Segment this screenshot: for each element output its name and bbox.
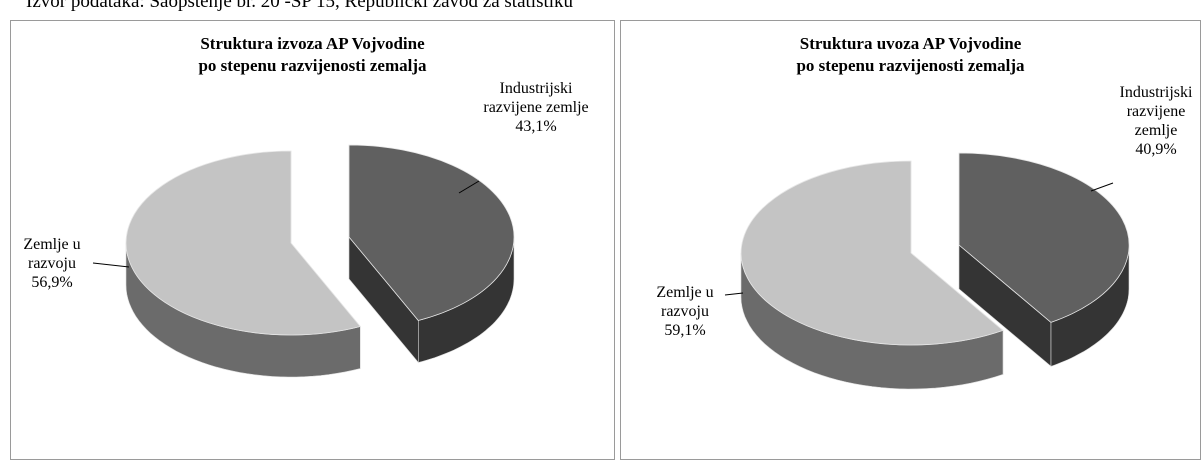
leader-line	[458, 180, 480, 194]
pie-chart	[724, 152, 1130, 390]
chart-subtitle: po stepenu razvijenosti zemalja	[198, 56, 427, 75]
slice	[348, 144, 515, 321]
slice-category: Industrijski razvijene zemlje	[1119, 84, 1193, 139]
slice	[740, 160, 1004, 346]
chart-panel: Struktura uvoza AP Vojvodine po stepenu r…	[620, 20, 1201, 460]
slice	[125, 150, 362, 336]
slice	[958, 152, 1130, 323]
chart-title-block: Struktura izvoza AP Vojvodine po stepenu …	[11, 33, 614, 77]
page: Izvor podataka: Saopštenje br. 20 -SP 15…	[10, 0, 1201, 460]
leader-line	[724, 292, 744, 296]
pie-chart	[92, 144, 515, 378]
slice-value-label: 40,9%	[1135, 141, 1177, 158]
slice-category: Zemlje u razvoju	[656, 284, 714, 320]
leader-line	[92, 262, 130, 268]
slice-label: Industrijski razvijene zemlje 43,1%	[476, 79, 596, 136]
chart-subtitle: po stepenu razvijenosti zemalja	[796, 56, 1025, 75]
source-note: Izvor podataka: Saopštenje br. 20 -SP 15…	[26, 0, 574, 12]
slice-label: Zemlje u razvoju 59,1%	[643, 283, 727, 340]
chart-title-block: Struktura uvoza AP Vojvodine po stepenu r…	[621, 33, 1200, 77]
slice-label: Industrijski razvijene zemlje 40,9%	[1111, 83, 1201, 159]
chart-title: Struktura uvoza AP Vojvodine	[799, 34, 1022, 53]
slice-value-label: 43,1%	[515, 118, 557, 135]
slice-category: Industrijski razvijene zemlje	[483, 80, 589, 116]
leader-line	[1090, 182, 1114, 192]
chart-panel: Struktura izvoza AP Vojvodine po stepenu …	[10, 20, 615, 460]
chart-title: Struktura izvoza AP Vojvodine	[200, 34, 425, 53]
slice-category: Zemlje u razvoju	[23, 236, 81, 272]
slice-value-label: 59,1%	[664, 322, 706, 339]
slice-label: Zemlje u razvoju 56,9%	[11, 235, 93, 292]
slice-value-label: 56,9%	[31, 274, 73, 291]
